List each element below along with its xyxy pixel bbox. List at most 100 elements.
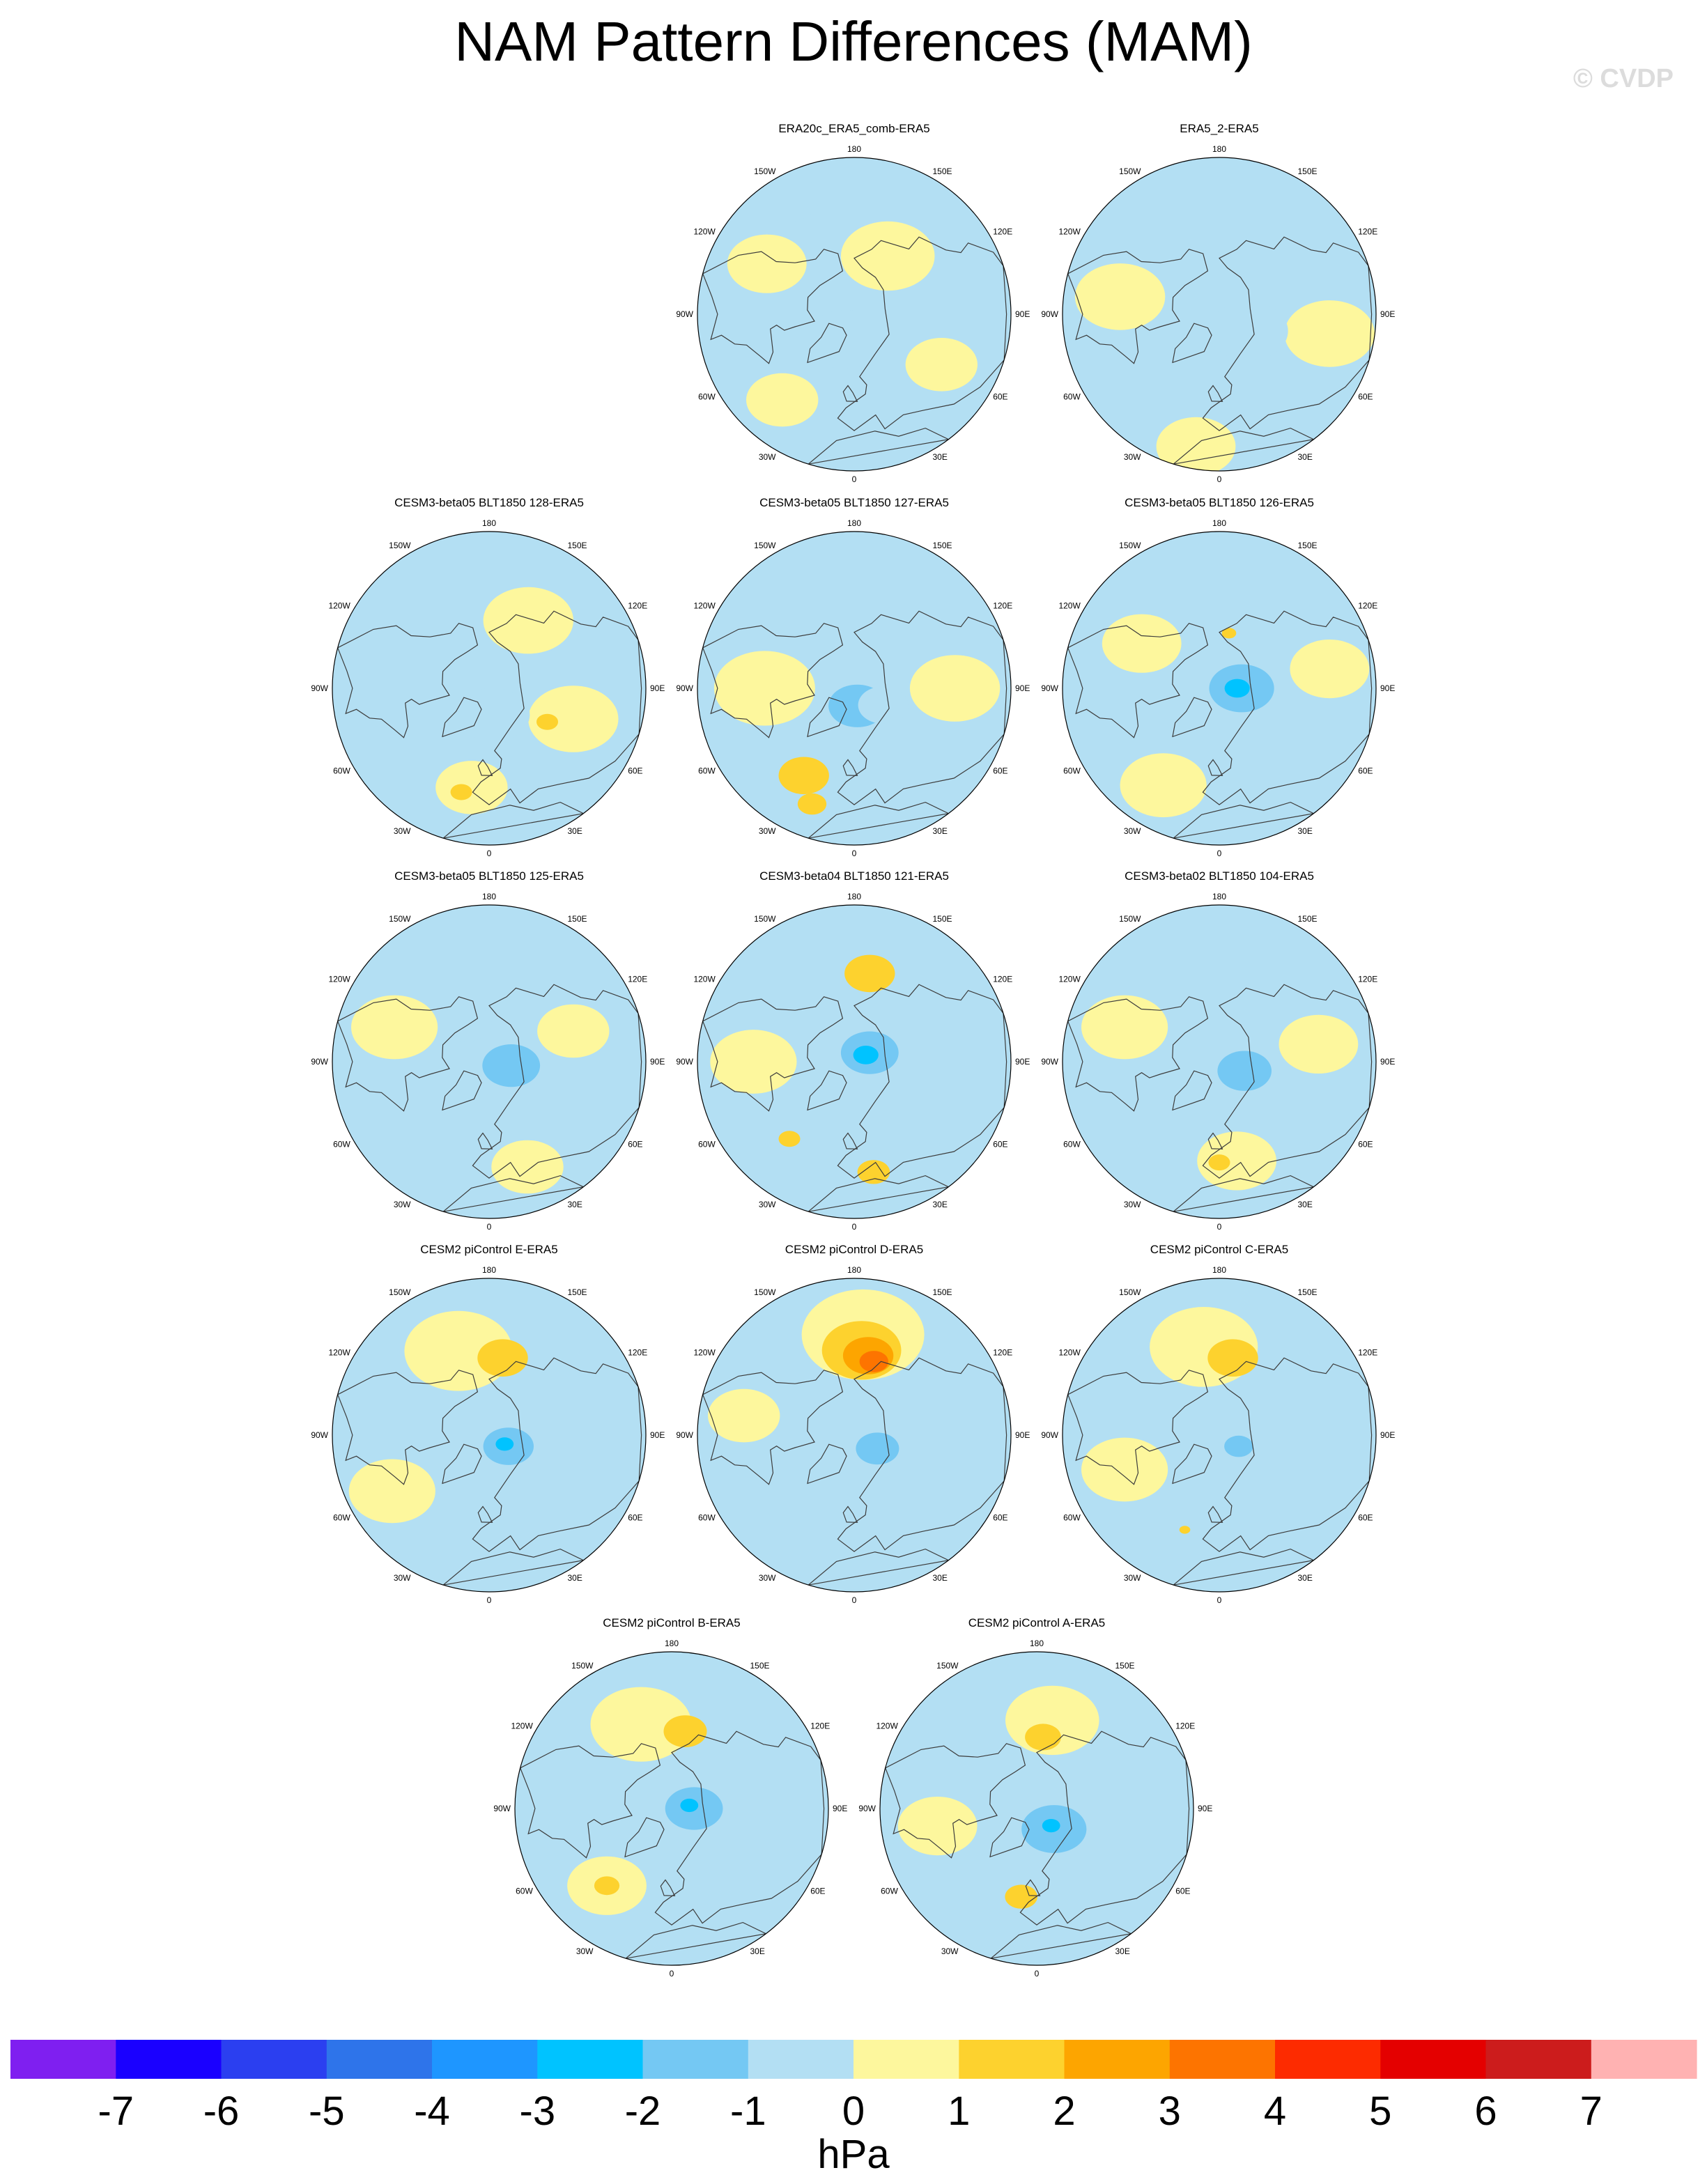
lon-label: 30E — [1298, 1200, 1313, 1209]
map-panel: 180 150E 120E 90E 60E 30E 0 30W 60W 90W 120W 150W CE… — [1041, 496, 1395, 858]
anomaly-region — [778, 1131, 801, 1147]
colorbar-tick-label: 6 — [1474, 2089, 1497, 2134]
lon-label: 150W — [754, 914, 776, 924]
lon-label: 60W — [1063, 1140, 1081, 1149]
field-layer — [1063, 157, 1376, 471]
lon-label: 180 — [847, 1265, 861, 1275]
coastline — [337, 623, 479, 738]
colorbar-box — [1275, 2040, 1381, 2079]
panel-title: CESM3-beta05 BLT1850 128-ERA5 — [394, 496, 584, 509]
lon-label: 150E — [568, 914, 587, 924]
map-border — [332, 1278, 647, 1593]
coastline — [702, 996, 844, 1112]
anomaly-region — [707, 1388, 780, 1443]
anomaly-region — [1081, 1437, 1168, 1502]
lon-label: 180 — [482, 892, 496, 901]
anomaly-region — [905, 338, 978, 392]
lon-label: 90E — [1015, 1057, 1030, 1067]
lon-label: 0 — [852, 849, 857, 858]
lon-label: 0 — [1217, 849, 1222, 858]
map-border — [1062, 904, 1377, 1219]
field-layer — [697, 1278, 1011, 1592]
lon-label: 90W — [1041, 1057, 1058, 1067]
lon-label: 30W — [759, 826, 776, 836]
lon-label: 90W — [311, 1057, 328, 1067]
map-panel: 180 150E 120E 90E 60E 30E 0 30W 60W 90W 120W 150W ER… — [676, 122, 1030, 484]
lon-label: 30W — [394, 1573, 411, 1583]
lon-label: 30W — [394, 1200, 411, 1209]
anomaly-region — [797, 793, 827, 815]
coastline — [1172, 1443, 1212, 1485]
anomaly-region — [853, 1046, 879, 1064]
colorbar-box — [221, 2040, 327, 2079]
coastline — [477, 759, 493, 776]
field-layer — [332, 1278, 646, 1592]
panel-title: CESM2 piControl C-ERA5 — [1150, 1243, 1288, 1256]
lon-label: 60E — [993, 766, 1007, 776]
lon-label: 60E — [628, 1513, 642, 1523]
coastline — [624, 1817, 665, 1858]
lon-label: 180 — [847, 144, 861, 154]
map-panel: 180 150E 120E 90E 60E 30E 0 30W 60W 90W 120W 150W ER… — [1041, 122, 1395, 484]
coastline — [442, 697, 482, 738]
lon-label: 90W — [1041, 683, 1058, 693]
lon-label: 180 — [482, 1265, 496, 1275]
map-border — [697, 904, 1012, 1219]
coastline — [842, 1505, 858, 1523]
colorbar-box — [10, 2040, 116, 2079]
panel-title: CESM3-beta02 BLT1850 104-ERA5 — [1125, 869, 1314, 883]
lon-label: 150E — [568, 541, 587, 550]
lon-label: 30W — [576, 1946, 594, 1956]
colorbar-box — [1169, 2040, 1276, 2079]
lon-label: 120E — [628, 1348, 647, 1358]
field-background — [1063, 905, 1376, 1218]
colorbar-tick-label: 2 — [1053, 2089, 1075, 2134]
anomaly-region — [1005, 1884, 1037, 1909]
anomaly-region — [1224, 679, 1250, 698]
lon-label: 120W — [328, 1348, 350, 1358]
lon-label: 0 — [487, 849, 492, 858]
lon-label: 120W — [693, 975, 716, 984]
lon-label: 0 — [852, 474, 857, 484]
anomaly-region — [727, 234, 807, 293]
colorbar-box — [854, 2040, 959, 2079]
colorbar-tick-label: -4 — [414, 2089, 450, 2134]
lon-label: 60E — [993, 392, 1007, 402]
lon-label: 0 — [852, 1222, 857, 1232]
anomaly-region — [1224, 1435, 1253, 1457]
anomaly-region — [1207, 1339, 1258, 1377]
colorbar-box — [432, 2040, 538, 2079]
lon-label: 30E — [933, 826, 948, 836]
anomaly-region — [528, 686, 619, 752]
panel-title: CESM3-beta05 BLT1850 126-ERA5 — [1125, 496, 1314, 509]
lon-label: 0 — [1217, 474, 1222, 484]
map-border — [332, 531, 647, 846]
field-layer — [697, 157, 1011, 471]
lon-label: 90E — [1380, 1057, 1395, 1067]
lon-label: 150W — [754, 1287, 776, 1297]
anomaly-region — [1290, 640, 1370, 699]
lon-label: 120E — [1358, 1348, 1377, 1358]
lon-label: 60W — [333, 766, 350, 776]
lon-label: 90W — [676, 309, 693, 319]
anomaly-region — [856, 1432, 899, 1465]
panel-title: CESM3-beta05 BLT1850 125-ERA5 — [394, 869, 584, 883]
chart-title: NAM Pattern Differences (MAM) — [454, 10, 1253, 72]
lon-label: 180 — [1212, 518, 1226, 528]
map-border — [332, 904, 647, 1219]
anomaly-region — [594, 1876, 620, 1896]
lon-label: 150W — [571, 1661, 594, 1671]
colorbar-tick-label: 3 — [1159, 2089, 1181, 2134]
colorbar-box — [537, 2040, 644, 2079]
map-panel: 180 150E 120E 90E 60E 30E 0 30W 60W 90W 120W 150W CE… — [311, 496, 665, 858]
field-background — [697, 1278, 1011, 1592]
anomaly-region — [441, 1004, 493, 1042]
lon-label: 120E — [810, 1721, 830, 1731]
lon-label: 60E — [628, 1140, 642, 1149]
lon-label: 150E — [933, 541, 952, 550]
colorbar-unit-label: hPa — [817, 2132, 890, 2177]
lon-label: 30W — [1124, 826, 1141, 836]
lon-label: 180 — [665, 1639, 679, 1648]
lon-label: 120W — [511, 1721, 533, 1731]
anomaly-region — [483, 587, 573, 654]
